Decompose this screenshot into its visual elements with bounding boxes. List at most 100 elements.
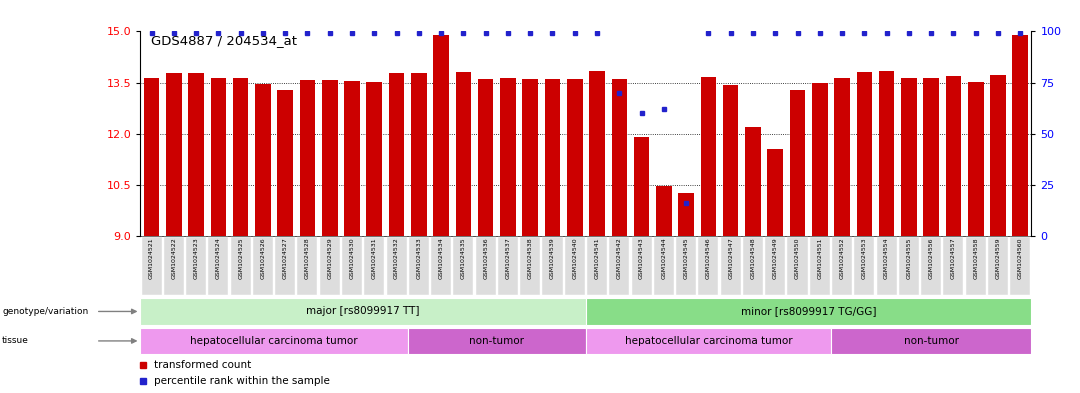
Bar bbox=[590, 71, 605, 236]
Text: GSM1024524: GSM1024524 bbox=[216, 238, 221, 279]
Bar bbox=[188, 73, 204, 236]
Text: GSM1024521: GSM1024521 bbox=[149, 238, 154, 279]
FancyBboxPatch shape bbox=[231, 237, 251, 296]
Text: GSM1024527: GSM1024527 bbox=[283, 238, 287, 279]
Text: GSM1024552: GSM1024552 bbox=[839, 238, 845, 279]
Text: hepatocellular carcinoma tumor: hepatocellular carcinoma tumor bbox=[190, 336, 357, 346]
Text: minor [rs8099917 TG/GG]: minor [rs8099917 TG/GG] bbox=[741, 307, 876, 316]
Text: GSM1024540: GSM1024540 bbox=[572, 238, 578, 279]
FancyBboxPatch shape bbox=[454, 237, 473, 296]
Bar bbox=[812, 83, 827, 236]
FancyBboxPatch shape bbox=[632, 237, 651, 296]
Text: GSM1024550: GSM1024550 bbox=[795, 238, 800, 279]
Text: GSM1024558: GSM1024558 bbox=[973, 238, 978, 279]
Bar bbox=[433, 35, 449, 236]
Text: non-tumor: non-tumor bbox=[904, 336, 959, 346]
Text: GSM1024529: GSM1024529 bbox=[327, 238, 333, 279]
Text: GSM1024560: GSM1024560 bbox=[1017, 238, 1023, 279]
Bar bbox=[144, 79, 160, 236]
Bar bbox=[500, 79, 516, 236]
Bar bbox=[366, 82, 382, 236]
Text: GSM1024538: GSM1024538 bbox=[528, 238, 532, 279]
FancyBboxPatch shape bbox=[588, 237, 607, 296]
FancyBboxPatch shape bbox=[653, 237, 674, 296]
FancyBboxPatch shape bbox=[140, 298, 585, 325]
Bar bbox=[745, 127, 760, 236]
Text: non-tumor: non-tumor bbox=[470, 336, 524, 346]
Bar bbox=[211, 79, 226, 236]
Text: tissue: tissue bbox=[2, 336, 29, 345]
Bar bbox=[834, 79, 850, 236]
FancyBboxPatch shape bbox=[676, 237, 697, 296]
Bar bbox=[322, 80, 338, 236]
FancyBboxPatch shape bbox=[720, 237, 741, 296]
Text: GSM1024536: GSM1024536 bbox=[483, 238, 488, 279]
Bar bbox=[968, 82, 984, 236]
Text: GSM1024526: GSM1024526 bbox=[260, 238, 266, 279]
FancyBboxPatch shape bbox=[743, 237, 762, 296]
Text: GSM1024554: GSM1024554 bbox=[885, 238, 889, 279]
Text: GSM1024555: GSM1024555 bbox=[906, 238, 912, 279]
FancyBboxPatch shape bbox=[854, 237, 875, 296]
Bar bbox=[411, 73, 427, 236]
FancyBboxPatch shape bbox=[832, 237, 852, 296]
Text: hepatocellular carcinoma tumor: hepatocellular carcinoma tumor bbox=[624, 336, 793, 346]
Text: GSM1024545: GSM1024545 bbox=[684, 238, 689, 279]
FancyBboxPatch shape bbox=[498, 237, 518, 296]
FancyBboxPatch shape bbox=[766, 237, 785, 296]
Text: major [rs8099917 TT]: major [rs8099917 TT] bbox=[307, 307, 420, 316]
Bar bbox=[233, 79, 248, 236]
Bar bbox=[278, 90, 293, 236]
Text: percentile rank within the sample: percentile rank within the sample bbox=[153, 376, 329, 386]
Bar bbox=[768, 149, 783, 236]
Text: transformed count: transformed count bbox=[153, 360, 251, 371]
FancyBboxPatch shape bbox=[208, 237, 228, 296]
Bar bbox=[946, 76, 961, 236]
FancyBboxPatch shape bbox=[364, 237, 384, 296]
Text: GSM1024525: GSM1024525 bbox=[238, 238, 243, 279]
Bar bbox=[990, 75, 1005, 236]
Text: GSM1024547: GSM1024547 bbox=[728, 238, 733, 279]
FancyBboxPatch shape bbox=[297, 237, 318, 296]
Text: genotype/variation: genotype/variation bbox=[2, 307, 89, 316]
Bar bbox=[879, 71, 894, 236]
FancyBboxPatch shape bbox=[699, 237, 718, 296]
Bar bbox=[166, 73, 181, 236]
Text: GSM1024543: GSM1024543 bbox=[639, 238, 644, 279]
Bar bbox=[389, 73, 404, 236]
Bar bbox=[723, 85, 739, 236]
Text: GSM1024532: GSM1024532 bbox=[394, 238, 400, 279]
Text: GSM1024556: GSM1024556 bbox=[929, 238, 934, 279]
FancyBboxPatch shape bbox=[140, 328, 407, 354]
FancyBboxPatch shape bbox=[921, 237, 941, 296]
FancyBboxPatch shape bbox=[164, 237, 184, 296]
Text: GSM1024534: GSM1024534 bbox=[438, 238, 444, 279]
Bar bbox=[255, 84, 271, 236]
FancyBboxPatch shape bbox=[877, 237, 896, 296]
Bar bbox=[789, 90, 806, 236]
Text: GSM1024559: GSM1024559 bbox=[996, 238, 1000, 279]
Text: GSM1024557: GSM1024557 bbox=[950, 238, 956, 279]
Bar bbox=[856, 72, 873, 236]
FancyBboxPatch shape bbox=[966, 237, 986, 296]
FancyBboxPatch shape bbox=[565, 237, 584, 296]
Text: GDS4887 / 204534_at: GDS4887 / 204534_at bbox=[151, 34, 297, 47]
FancyBboxPatch shape bbox=[585, 328, 831, 354]
FancyBboxPatch shape bbox=[542, 237, 563, 296]
FancyBboxPatch shape bbox=[810, 237, 829, 296]
FancyBboxPatch shape bbox=[186, 237, 206, 296]
Text: GSM1024537: GSM1024537 bbox=[505, 238, 511, 279]
Text: GSM1024535: GSM1024535 bbox=[461, 238, 465, 279]
Text: GSM1024553: GSM1024553 bbox=[862, 238, 867, 279]
Text: GSM1024544: GSM1024544 bbox=[661, 238, 666, 279]
FancyBboxPatch shape bbox=[1010, 237, 1030, 296]
Bar bbox=[901, 79, 917, 236]
FancyBboxPatch shape bbox=[899, 237, 919, 296]
Bar bbox=[299, 80, 315, 236]
Bar bbox=[678, 193, 694, 236]
Bar bbox=[345, 81, 360, 236]
Text: GSM1024533: GSM1024533 bbox=[416, 238, 421, 279]
Text: GSM1024523: GSM1024523 bbox=[193, 238, 199, 279]
Text: GSM1024546: GSM1024546 bbox=[706, 238, 711, 279]
Text: GSM1024530: GSM1024530 bbox=[350, 238, 354, 279]
